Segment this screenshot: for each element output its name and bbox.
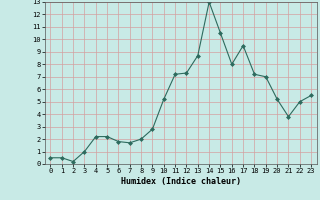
- X-axis label: Humidex (Indice chaleur): Humidex (Indice chaleur): [121, 177, 241, 186]
